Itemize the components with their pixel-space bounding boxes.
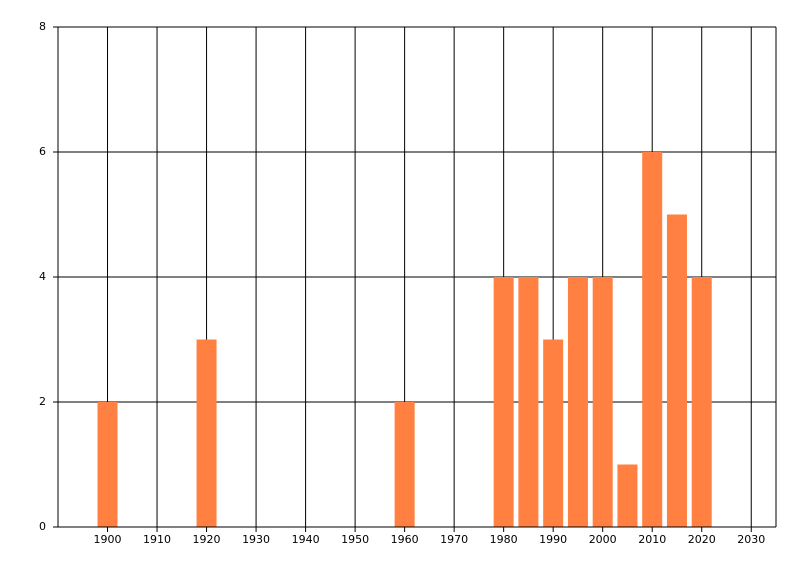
y-tick-label: 4 bbox=[39, 270, 46, 283]
x-tick-label: 1990 bbox=[539, 533, 567, 546]
bar bbox=[493, 277, 514, 527]
x-tick-label: 1950 bbox=[341, 533, 369, 546]
bar bbox=[666, 214, 687, 527]
x-tick-label: 1970 bbox=[440, 533, 468, 546]
bar bbox=[617, 464, 638, 527]
x-tick-label: 2030 bbox=[737, 533, 765, 546]
bar bbox=[394, 402, 415, 527]
y-tick-label: 0 bbox=[39, 520, 46, 533]
bar bbox=[518, 277, 539, 527]
y-tick-label: 2 bbox=[39, 395, 46, 408]
x-tick-label: 2010 bbox=[638, 533, 666, 546]
bar bbox=[691, 277, 712, 527]
x-tick-label: 1900 bbox=[94, 533, 122, 546]
bar bbox=[567, 277, 588, 527]
x-tick-label: 2020 bbox=[688, 533, 716, 546]
x-tick-label: 1920 bbox=[193, 533, 221, 546]
bar bbox=[543, 339, 564, 527]
x-tick-label: 1930 bbox=[242, 533, 270, 546]
x-tick-label: 1980 bbox=[490, 533, 518, 546]
x-tick-label: 1960 bbox=[391, 533, 419, 546]
y-tick-label: 6 bbox=[39, 145, 46, 158]
x-tick-label: 1940 bbox=[292, 533, 320, 546]
y-tick-label: 8 bbox=[39, 20, 46, 33]
bar bbox=[642, 152, 663, 527]
x-tick-label: 2000 bbox=[589, 533, 617, 546]
bar bbox=[97, 402, 118, 527]
x-tick-label: 1910 bbox=[143, 533, 171, 546]
bar bbox=[196, 339, 217, 527]
bar bbox=[592, 277, 613, 527]
